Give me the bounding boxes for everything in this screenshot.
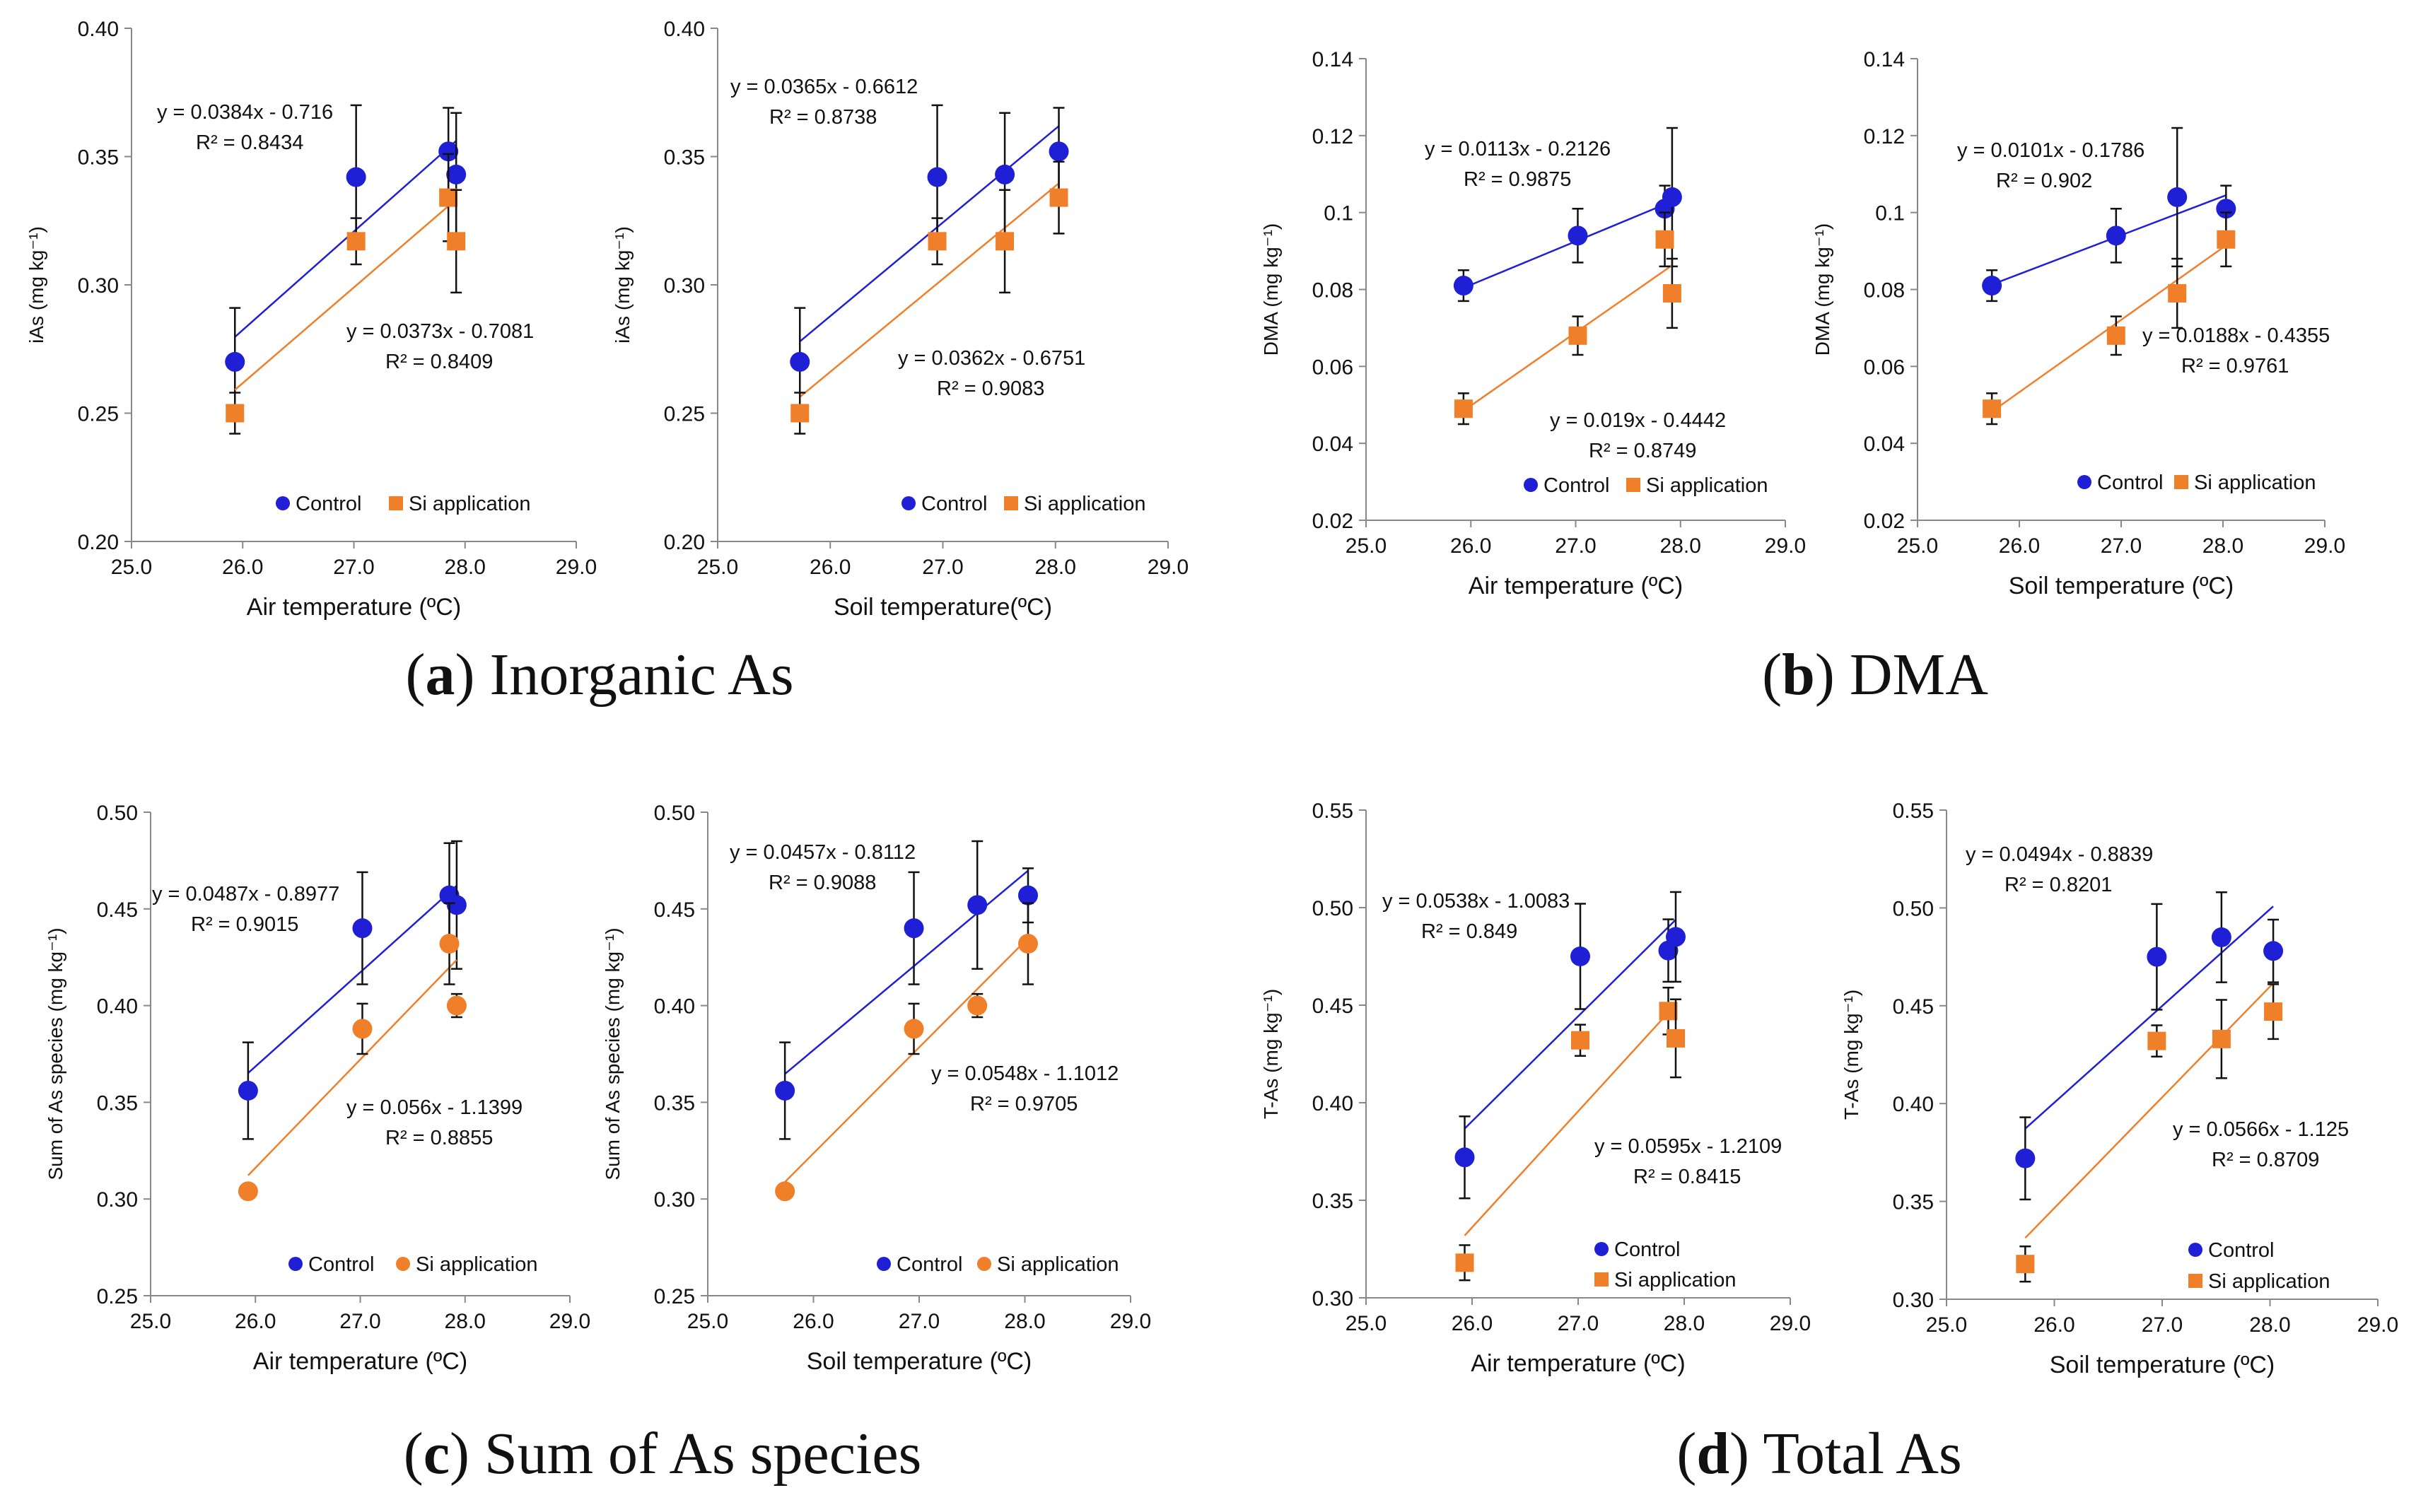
r-squared: R² = 0.8434: [196, 131, 303, 154]
data-point: [225, 351, 245, 372]
x-tick-label: 29.0: [556, 556, 597, 579]
legend-label: Control: [296, 493, 362, 515]
trendline-equation: y = 0.0373x - 0.7081: [346, 320, 534, 343]
data-point: [439, 188, 458, 207]
data-point: [226, 404, 245, 423]
x-tick-label: 27.0: [333, 556, 374, 579]
panel-title-b: DMA: [1849, 642, 1988, 708]
data-point: [438, 141, 459, 162]
legend-marker: [389, 496, 403, 510]
panel-letter-a: a: [425, 642, 455, 708]
panel-title-c: Sum of As species: [484, 1421, 922, 1487]
panel-title-d: Total As: [1763, 1421, 1962, 1487]
panel-label-c: (c) Sum of As species: [403, 1421, 922, 1487]
x-tick-label: 28.0: [445, 556, 486, 579]
y-tick-label: 0.20: [78, 531, 119, 554]
trendline-equation: y = 0.0384x - 0.716: [157, 101, 333, 124]
series-control: y = 0.0384x - 0.716 R² = 0.8434 Control: [157, 101, 467, 515]
trend-line: [234, 199, 457, 391]
r-squared: R² = 0.8409: [385, 351, 493, 373]
panel-label-b: (b) DMA: [1762, 642, 1988, 708]
panel-letter-b: b: [1782, 642, 1815, 708]
panel-label-d: (d) Total As: [1676, 1421, 1962, 1487]
legend-marker: [276, 496, 290, 510]
legend-label: Si application: [409, 493, 531, 515]
panel-letter-d: d: [1696, 1421, 1730, 1487]
y-axis-title: iAs (mg kg⁻¹): [25, 226, 47, 344]
series-si-application: y = 0.0373x - 0.7081 R² = 0.8409 Si applic…: [226, 153, 534, 515]
x-tick-label: 25.0: [111, 556, 152, 579]
x-axis-title: Air temperature (ºC): [247, 594, 461, 621]
data-point: [346, 232, 366, 251]
chart-a-air-group: 25.0 26.0 27.0 28.0 29.0 0.20 0.25 0.30 0.35 0.40…: [25, 18, 597, 621]
y-tick-label: 0.35: [78, 146, 119, 170]
data-point: [446, 164, 467, 184]
panel-title-a: Inorganic As: [489, 642, 794, 708]
data-point: [346, 167, 366, 187]
y-tick-label: 0.25: [78, 403, 119, 426]
x-tick-label: 26.0: [222, 556, 263, 579]
y-tick-label: 0.40: [78, 18, 119, 41]
trend-line: [234, 140, 457, 338]
panel-letter-c: c: [423, 1421, 450, 1487]
data-point: [447, 232, 466, 251]
panel-label-a: (a) Inorganic As: [405, 642, 794, 708]
y-tick-label: 0.30: [78, 274, 119, 298]
